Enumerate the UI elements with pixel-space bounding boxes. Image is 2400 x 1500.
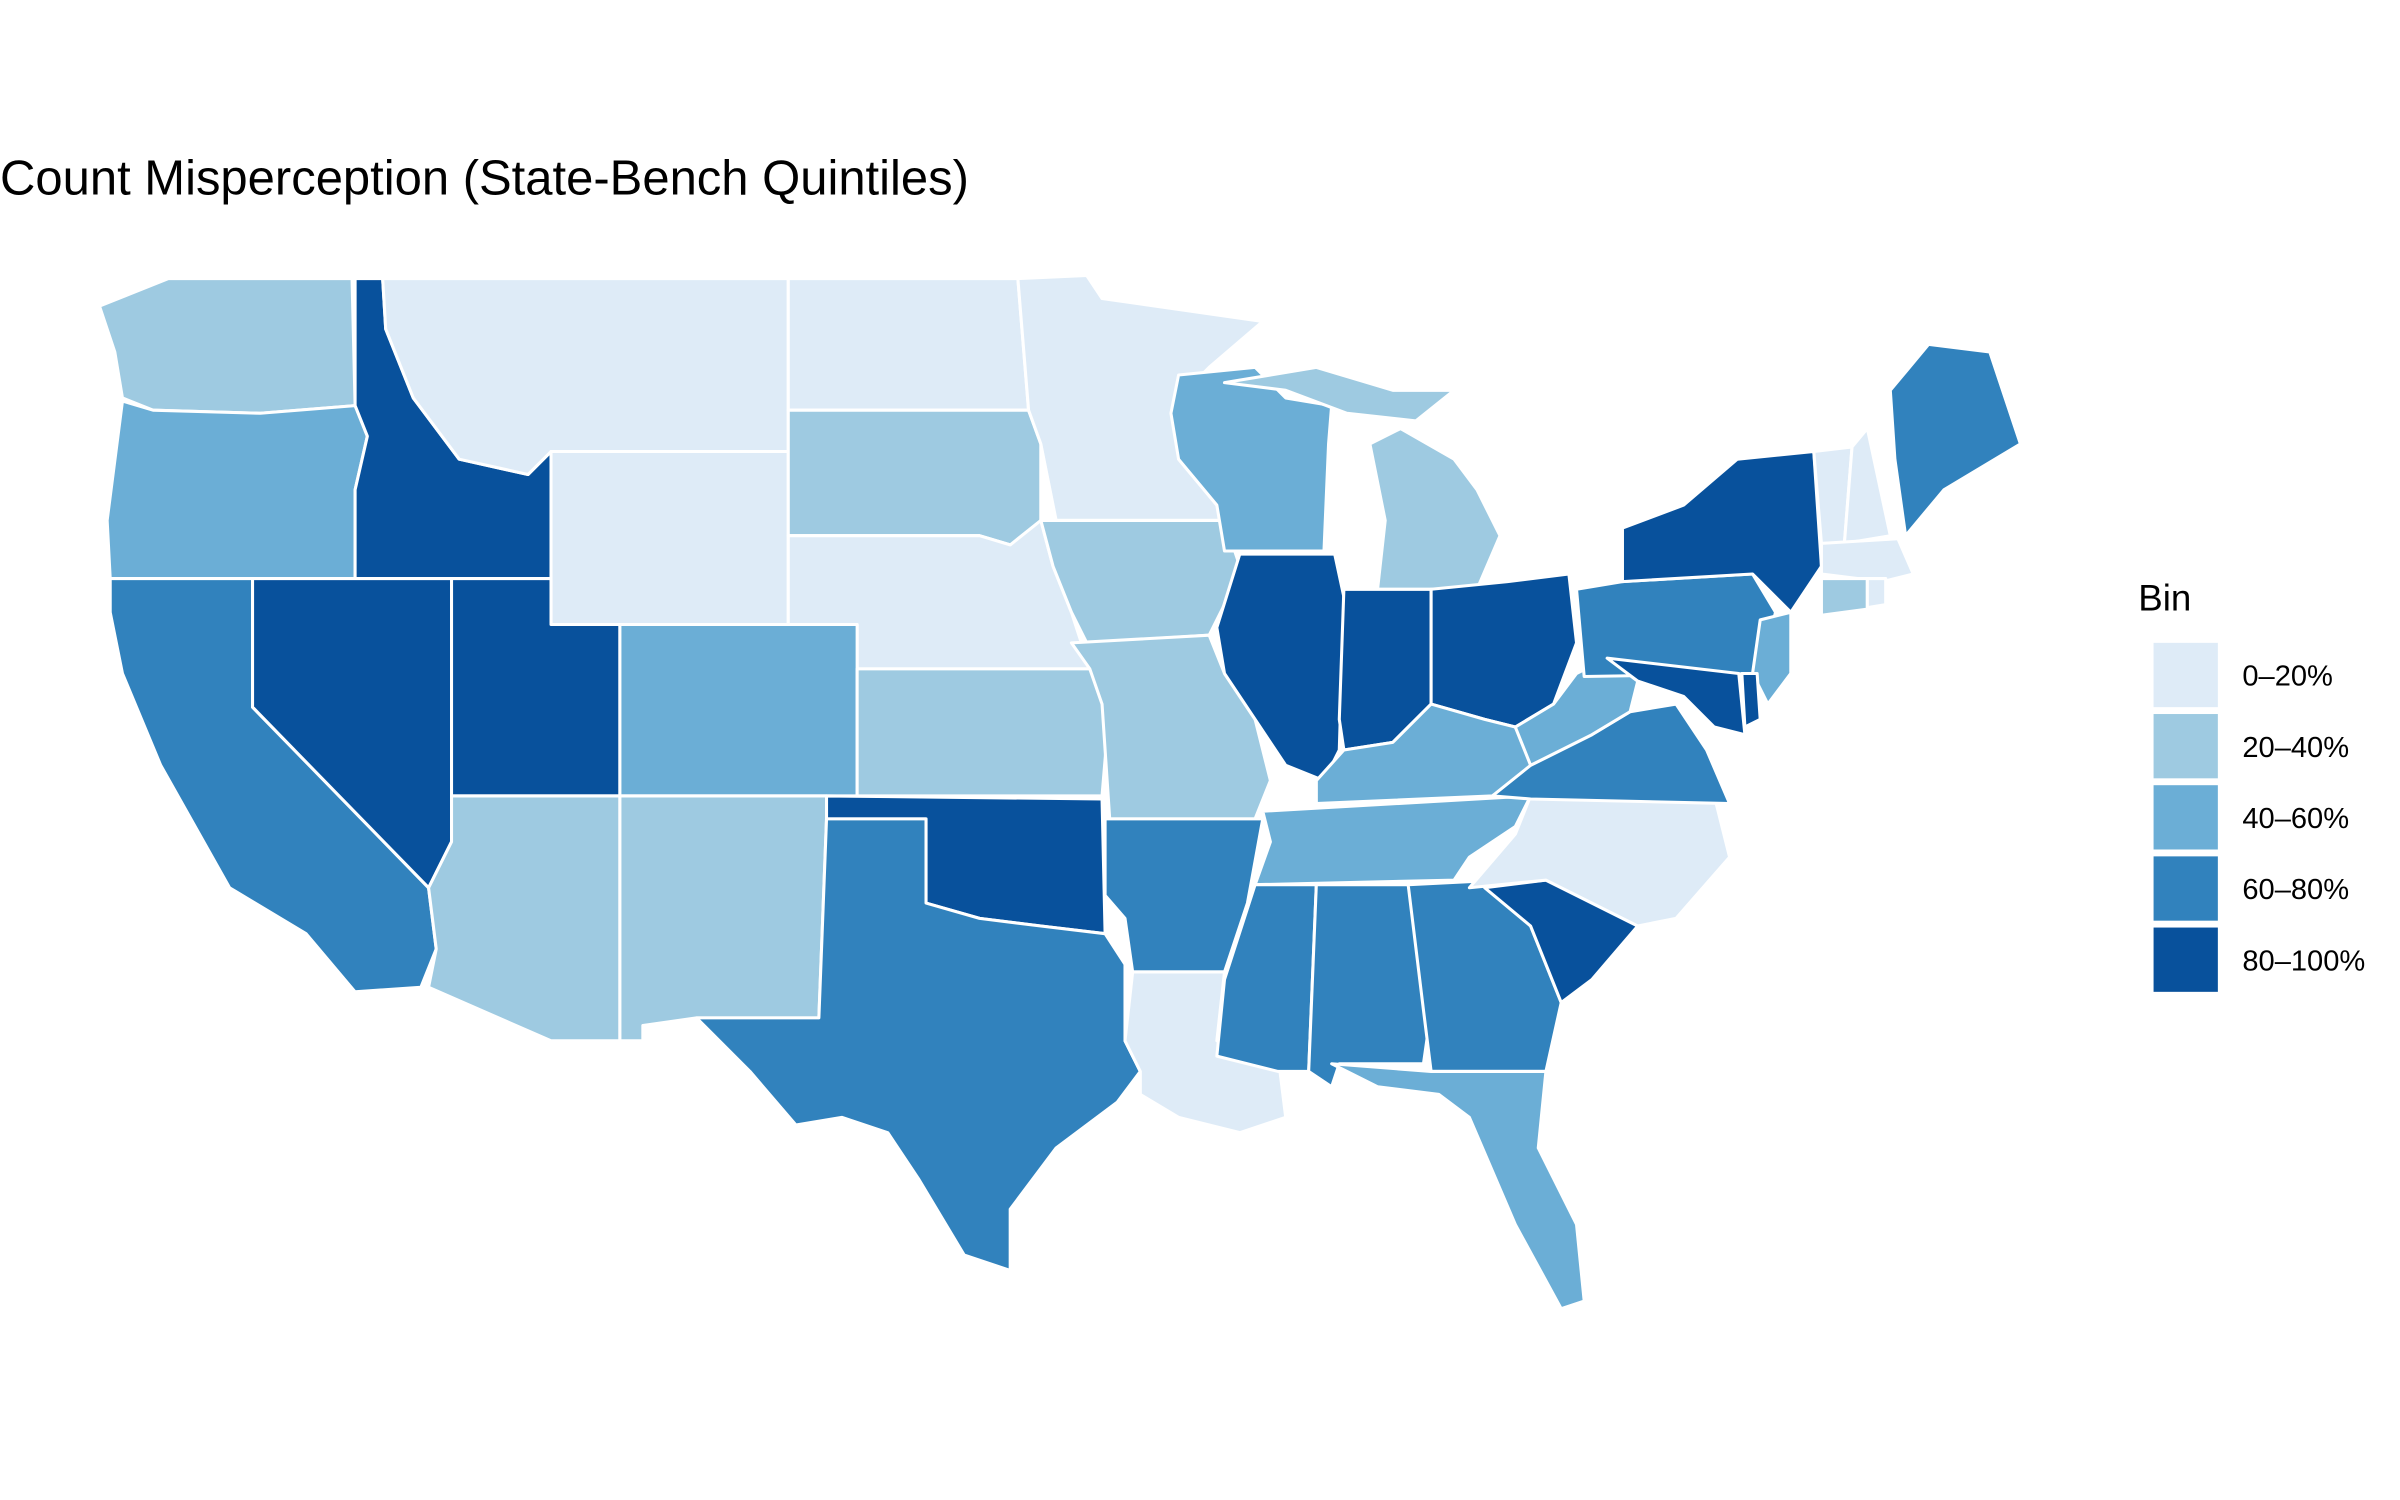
state	[1865, 577, 1888, 610]
state	[1215, 552, 1346, 783]
state	[1819, 577, 1869, 617]
state	[618, 794, 829, 1043]
state	[1314, 702, 1540, 806]
state	[1467, 794, 1732, 928]
legend-swatch	[2153, 785, 2218, 850]
state	[618, 622, 859, 798]
legend: Bin 0–20% 20–40% 40–60% 60–80% 80–100%	[2138, 578, 2365, 992]
state	[97, 277, 357, 415]
legend-label: 20–40%	[2242, 732, 2349, 764]
legend-swatch	[2153, 714, 2218, 779]
state	[1069, 633, 1272, 821]
us-map	[97, 273, 2022, 1311]
legend-swatch	[2153, 642, 2218, 708]
legend-swatch	[2153, 856, 2218, 921]
state	[105, 399, 369, 581]
state	[1368, 427, 1502, 591]
state	[427, 794, 622, 1043]
legend-label: 60–80%	[2242, 874, 2349, 906]
state	[1751, 610, 1793, 706]
legend-swatch	[2153, 927, 2218, 992]
state	[1842, 427, 1892, 545]
map-title: Count Misperception (State-Bench Quintil…	[0, 151, 969, 205]
legend-label: 80–100%	[2242, 945, 2365, 977]
state	[549, 450, 790, 627]
state	[855, 667, 1112, 798]
state	[1222, 365, 1456, 423]
state	[786, 277, 1031, 412]
state	[786, 408, 1043, 547]
state	[694, 817, 1142, 1272]
state	[1330, 1062, 1586, 1311]
legend-label: 0–20%	[2242, 661, 2333, 693]
legend-label: 40–60%	[2242, 803, 2349, 835]
legend-title: Bin	[2138, 578, 2191, 619]
state	[1819, 537, 1915, 584]
state	[1888, 342, 2022, 538]
state	[1605, 656, 1747, 737]
state	[1740, 671, 1762, 729]
state	[1574, 572, 1778, 679]
